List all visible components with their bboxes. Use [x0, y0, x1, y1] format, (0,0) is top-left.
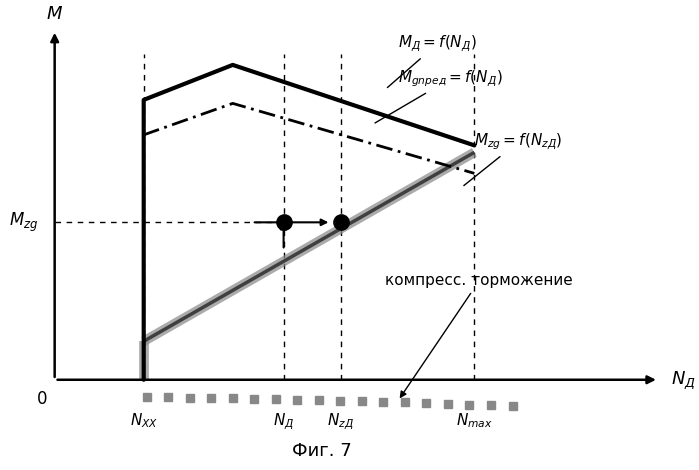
Text: $N_{max}$: $N_{max}$ — [456, 411, 493, 430]
Text: $M_{gnред}=f(N_{Д})$: $M_{gnред}=f(N_{Д})$ — [375, 69, 503, 123]
Text: $M_{zg}=f(N_{zД})$: $M_{zg}=f(N_{zД})$ — [464, 132, 563, 186]
Text: $M$: $M$ — [46, 5, 63, 23]
Text: $N_{Д}$: $N_{Д}$ — [273, 411, 294, 432]
Text: Фиг. 7: Фиг. 7 — [292, 442, 352, 460]
Text: $M_{zg}$: $M_{zg}$ — [9, 211, 38, 234]
Text: 0: 0 — [36, 390, 48, 408]
Text: $N_{Д}$: $N_{Д}$ — [672, 369, 696, 391]
Text: $N_{XX}$: $N_{XX}$ — [129, 411, 158, 430]
Text: $M_{Д}=f(N_{Д})$: $M_{Д}=f(N_{Д})$ — [387, 33, 477, 87]
Text: $N_{zД}$: $N_{zД}$ — [327, 411, 354, 432]
Text: компресс. торможение: компресс. торможение — [385, 273, 573, 397]
